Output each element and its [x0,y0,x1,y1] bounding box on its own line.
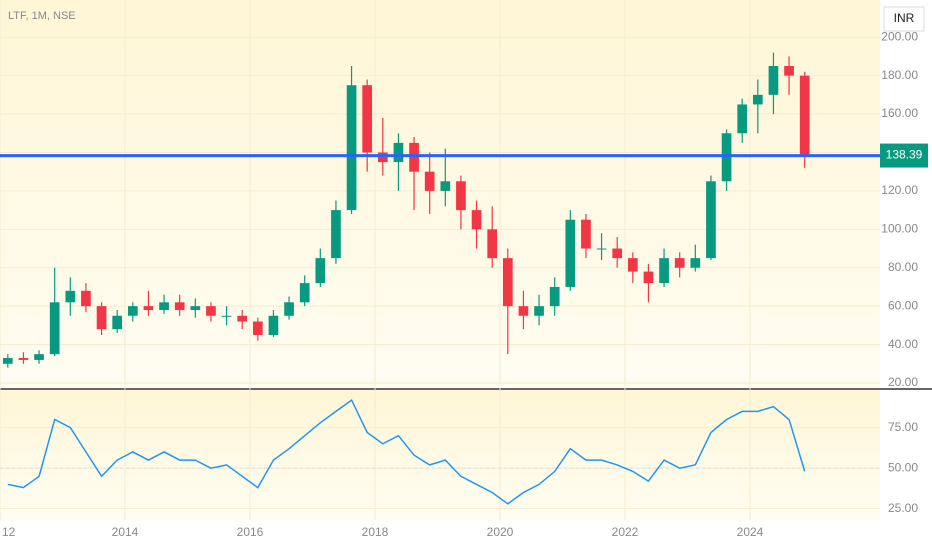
candle-body [659,258,669,284]
last-price-box [880,143,928,168]
y-tick-label: 80.00 [888,260,918,274]
x-tick-label: 2024 [737,525,764,539]
y-tick-label: 160.00 [881,106,918,120]
y-tick-label: 60.00 [888,298,918,312]
candle-body [737,104,748,134]
candle-body [159,302,169,310]
y-tick-label: 100.00 [881,221,918,235]
candle-body [268,315,279,335]
chart-title: LTF, 1M, NSE [8,10,76,22]
candle-body [362,85,373,153]
rsi-tick-label: 75.00 [888,420,918,434]
candle-body [127,306,138,316]
candle-body [331,210,341,259]
candle-body [706,181,716,259]
x-tick-label: 2022 [612,525,639,539]
candle-body [534,306,544,316]
x-tick-label: 2016 [237,525,264,539]
candle-body [252,321,263,335]
candle-body [237,315,248,322]
candle-body [96,306,107,330]
candle-body [346,85,357,211]
candle-body [643,271,654,284]
candle-body [18,358,29,360]
candle-body [456,181,466,211]
y-tick-label: 200.00 [881,29,918,43]
last-price-label: 138.39 [886,148,923,162]
candle-body [674,258,685,268]
y-tick-label: 180.00 [881,68,918,82]
candle-body [768,66,779,95]
candle-body [721,133,732,182]
candle-body [2,358,13,364]
x-tick-label: 2018 [362,525,389,539]
candle-body [581,219,591,249]
candle-body [502,258,513,307]
candle-body [440,181,451,191]
y-tick-label: 120.00 [881,183,918,197]
x-tick-label: 12 [2,525,16,539]
y-tick-label: 40.00 [888,337,918,351]
currency-box[interactable] [883,6,925,32]
rsi-tick-label: 50.00 [888,460,918,474]
candle-body [393,142,404,163]
currency: INR [894,11,915,25]
candle-body [487,229,498,259]
candle-body [143,306,154,310]
x-tick-label: 2020 [487,525,514,539]
candle-body [34,354,44,360]
candle-body [206,306,216,316]
y-tick-label: 20.00 [888,375,918,389]
candle-body [784,66,794,76]
candle-body [315,258,326,284]
candle-body [752,94,763,105]
rsi-line [7,398,806,505]
candle-body [565,219,576,287]
candle-body [174,302,185,310]
candle-body [377,152,388,163]
candle-body [471,210,482,230]
candle-body [518,306,529,316]
candle-body [190,306,201,310]
x-tick-label: 2014 [112,525,139,539]
rsi-pane [0,390,880,520]
candle-body [284,302,294,316]
rsi-tick-label: 25.00 [888,501,918,515]
candle-body [424,171,435,191]
candle-body [299,283,310,303]
candle-body [112,315,123,330]
candle-body [221,315,232,317]
candle-body [627,258,638,272]
candle-body [81,290,91,307]
candle-body [409,142,419,172]
candle-body [65,290,76,303]
candle-body [690,258,701,268]
candle-body [799,75,810,156]
candle-body [49,302,60,355]
price-pane [0,0,880,388]
candle-body [596,248,607,250]
candle-body [612,248,623,259]
candle-body [549,286,560,307]
